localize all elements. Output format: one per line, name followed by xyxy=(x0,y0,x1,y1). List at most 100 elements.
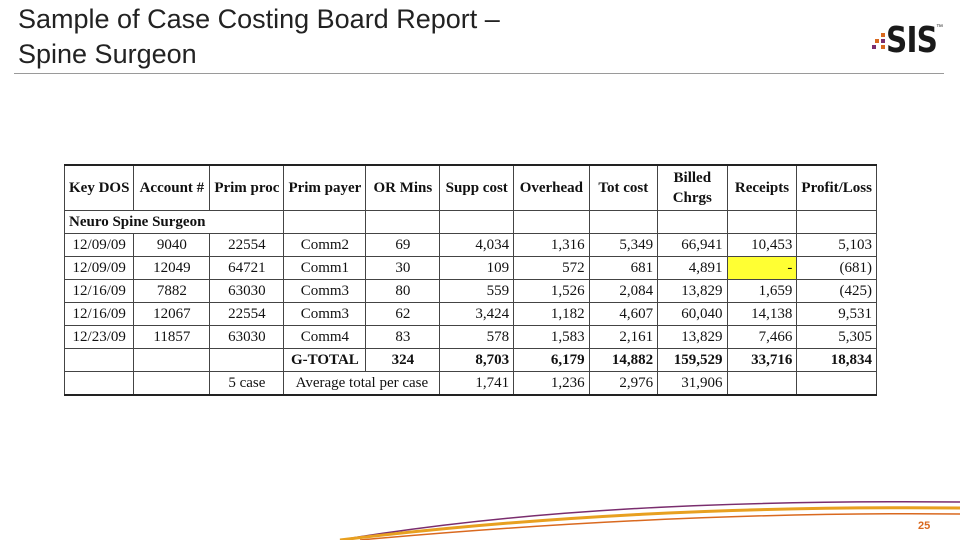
cell-prim-proc: 22554 xyxy=(209,302,285,326)
header-or-mins: OR Mins xyxy=(365,164,441,211)
cell-profit-loss: 5,305 xyxy=(796,325,877,349)
table-row: 12/16/09 7882 63030 Comm3 80 559 1,526 2… xyxy=(63,279,877,303)
average-billed: 31,906 xyxy=(657,371,728,396)
header-tot-cost: Tot cost xyxy=(588,164,659,211)
header-billed-chrgs: Billed Chrgs xyxy=(657,164,728,211)
slide-title: Sample of Case Costing Board Report – Sp… xyxy=(18,2,500,72)
cell-profit-loss: (681) xyxy=(796,256,877,280)
cell-overhead: 1,526 xyxy=(513,279,590,303)
cell-billed: 60,040 xyxy=(657,302,728,326)
total-profit-loss: 18,834 xyxy=(796,348,877,372)
title-divider xyxy=(14,73,944,74)
cell-supp-cost: 4,034 xyxy=(439,233,515,257)
header-key-dos: Key DOS xyxy=(63,164,135,211)
table-row: 12/09/09 12049 64721 Comm1 30 109 572 68… xyxy=(63,256,877,280)
cell-or-mins: 30 xyxy=(365,256,441,280)
cell-prim-proc: 63030 xyxy=(209,325,285,349)
slide-title-line-1: Sample of Case Costing Board Report – xyxy=(18,4,500,34)
cell-account: 11857 xyxy=(133,325,211,349)
cell-receipts: 1,659 xyxy=(726,279,798,303)
cell-or-mins: 62 xyxy=(365,302,441,326)
cell-key-dos: 12/09/09 xyxy=(63,256,135,280)
header-account: Account # xyxy=(133,164,211,211)
slide-title-line-2: Spine Surgeon xyxy=(18,39,197,69)
average-supp-cost: 1,741 xyxy=(439,371,515,396)
cell-or-mins: 69 xyxy=(365,233,441,257)
cell-billed: 4,891 xyxy=(657,256,728,280)
cell-account: 12067 xyxy=(133,302,211,326)
cell-prim-payer: Comm3 xyxy=(283,279,367,303)
table-row: 12/23/09 11857 63030 Comm4 83 578 1,583 … xyxy=(63,325,877,349)
sis-logo: SIS ™ xyxy=(872,20,943,62)
cell-or-mins: 80 xyxy=(365,279,441,303)
group-label: Neuro Spine Surgeon xyxy=(63,210,285,234)
cell-key-dos: 12/23/09 xyxy=(63,325,135,349)
cell-tot-cost: 4,607 xyxy=(588,302,659,326)
header-prim-payer: Prim payer xyxy=(283,164,367,211)
cell-supp-cost: 578 xyxy=(439,325,515,349)
total-receipts: 33,716 xyxy=(726,348,798,372)
cell-receipts: 10,453 xyxy=(726,233,798,257)
header-prim-proc: Prim proc xyxy=(209,164,285,211)
cell-prim-proc: 64721 xyxy=(209,256,285,280)
average-row: 5 case Average total per case 1,741 1,23… xyxy=(63,371,877,396)
average-overhead: 1,236 xyxy=(513,371,590,396)
total-or-mins: 324 xyxy=(365,348,441,372)
total-supp-cost: 8,703 xyxy=(439,348,515,372)
cell-or-mins: 83 xyxy=(365,325,441,349)
cell-receipts: 7,466 xyxy=(726,325,798,349)
average-tot-cost: 2,976 xyxy=(588,371,659,396)
cell-overhead: 572 xyxy=(513,256,590,280)
cell-key-dos: 12/09/09 xyxy=(63,233,135,257)
cell-profit-loss: 9,531 xyxy=(796,302,877,326)
table-row: 12/09/09 9040 22554 Comm2 69 4,034 1,316… xyxy=(63,233,877,257)
total-billed: 159,529 xyxy=(657,348,728,372)
header-overhead: Overhead xyxy=(513,164,590,211)
cell-tot-cost: 5,349 xyxy=(588,233,659,257)
header-profit-loss: Profit/Loss xyxy=(796,164,877,211)
decorative-swoosh xyxy=(339,501,960,540)
cell-tot-cost: 2,084 xyxy=(588,279,659,303)
cell-prim-payer: Comm1 xyxy=(283,256,367,280)
logo-dots-icon xyxy=(872,33,885,49)
header-supp-cost: Supp cost xyxy=(439,164,515,211)
cell-prim-payer: Comm3 xyxy=(283,302,367,326)
cell-supp-cost: 3,424 xyxy=(439,302,515,326)
average-label: Average total per case xyxy=(283,371,441,396)
logo-text: SIS xyxy=(886,20,938,61)
cell-overhead: 1,182 xyxy=(513,302,590,326)
cell-overhead: 1,316 xyxy=(513,233,590,257)
cell-supp-cost: 109 xyxy=(439,256,515,280)
cell-receipts-highlighted: - xyxy=(726,256,798,280)
case-costing-table: Key DOS Account # Prim proc Prim payer O… xyxy=(63,164,877,396)
cell-tot-cost: 2,161 xyxy=(588,325,659,349)
cell-key-dos: 12/16/09 xyxy=(63,302,135,326)
cell-prim-proc: 63030 xyxy=(209,279,285,303)
total-row: G-TOTAL 324 8,703 6,179 14,882 159,529 3… xyxy=(63,348,877,372)
table-row: 12/16/09 12067 22554 Comm3 62 3,424 1,18… xyxy=(63,302,877,326)
cell-supp-cost: 559 xyxy=(439,279,515,303)
cell-tot-cost: 681 xyxy=(588,256,659,280)
cell-prim-payer: Comm4 xyxy=(283,325,367,349)
cell-prim-proc: 22554 xyxy=(209,233,285,257)
logo-trademark: ™ xyxy=(936,24,943,31)
cell-overhead: 1,583 xyxy=(513,325,590,349)
group-row: Neuro Spine Surgeon xyxy=(63,210,877,234)
total-tot-cost: 14,882 xyxy=(588,348,659,372)
cell-account: 12049 xyxy=(133,256,211,280)
cell-billed: 66,941 xyxy=(657,233,728,257)
page-number: 25 xyxy=(918,520,931,532)
cell-billed: 13,829 xyxy=(657,279,728,303)
cell-account: 7882 xyxy=(133,279,211,303)
total-overhead: 6,179 xyxy=(513,348,590,372)
average-case-count: 5 case xyxy=(209,371,285,396)
cell-key-dos: 12/16/09 xyxy=(63,279,135,303)
cell-billed: 13,829 xyxy=(657,325,728,349)
cell-profit-loss: 5,103 xyxy=(796,233,877,257)
total-label: G-TOTAL xyxy=(283,348,367,372)
header-receipts: Receipts xyxy=(726,164,798,211)
header-row: Key DOS Account # Prim proc Prim payer O… xyxy=(63,164,877,211)
cell-prim-payer: Comm2 xyxy=(283,233,367,257)
cell-receipts: 14,138 xyxy=(726,302,798,326)
cell-account: 9040 xyxy=(133,233,211,257)
